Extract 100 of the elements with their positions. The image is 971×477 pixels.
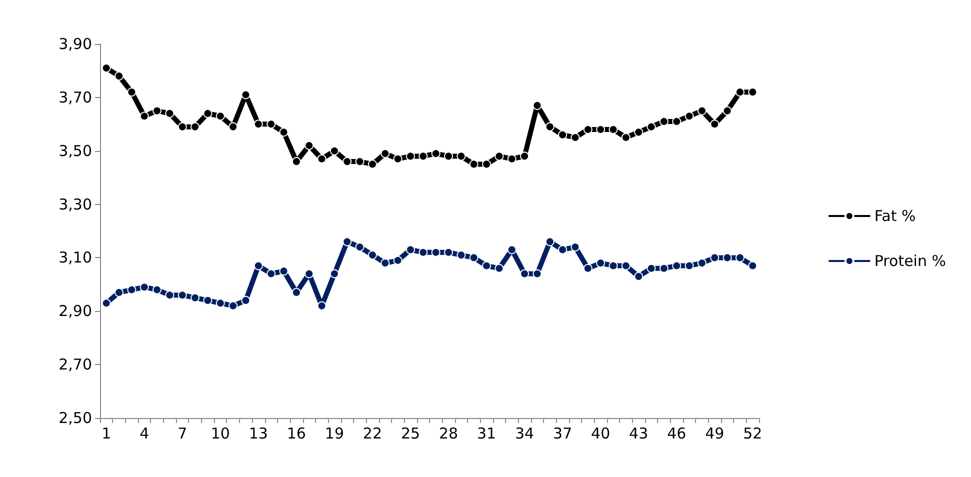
point [304, 269, 314, 278]
point [469, 253, 478, 262]
point [596, 258, 606, 268]
point [380, 258, 390, 268]
point [355, 242, 364, 252]
point [127, 88, 136, 97]
point [368, 160, 377, 169]
point [570, 242, 580, 252]
point [152, 106, 162, 116]
point [494, 264, 504, 273]
x-tick-label: 25 [400, 424, 420, 442]
point [165, 290, 174, 300]
x-tick-label: 1 [102, 424, 112, 442]
point [330, 269, 339, 278]
point [646, 122, 656, 132]
point [380, 149, 390, 158]
point [684, 261, 694, 270]
point [532, 100, 542, 110]
y-tick-label: 3,50 [58, 142, 92, 160]
point [532, 269, 542, 278]
point [330, 146, 339, 156]
x-tick-label: 7 [178, 424, 188, 442]
point [127, 285, 136, 294]
x-tick-label: 37 [553, 424, 572, 442]
x-tick-label: 28 [438, 424, 458, 442]
x-tick-label: 34 [515, 424, 534, 442]
x-tick-label: 40 [591, 424, 610, 442]
point [672, 261, 682, 270]
x-tick-label: 52 [743, 424, 762, 442]
point [748, 261, 758, 270]
point [697, 106, 706, 116]
point [178, 290, 187, 300]
point [646, 264, 656, 273]
point [697, 258, 706, 268]
point [456, 250, 466, 260]
point [393, 154, 402, 164]
point [216, 298, 225, 308]
x-tick-label: 43 [629, 424, 648, 442]
x-tick-label: 31 [476, 424, 496, 442]
point [228, 301, 238, 310]
point [406, 245, 415, 254]
point [152, 285, 162, 294]
x-tick-label: 46 [667, 424, 686, 442]
point [583, 264, 592, 273]
point [507, 245, 516, 254]
point [114, 288, 124, 297]
point [545, 237, 554, 246]
point [621, 261, 630, 270]
point [393, 256, 402, 265]
point [342, 237, 352, 246]
point [545, 122, 554, 132]
point [494, 152, 504, 161]
x-tick-label: 10 [210, 424, 230, 442]
point [608, 261, 618, 270]
point [190, 293, 200, 302]
point [684, 112, 694, 121]
point [659, 116, 668, 126]
point [482, 160, 492, 169]
point [736, 88, 744, 97]
point [444, 248, 454, 257]
point [520, 152, 530, 161]
point [710, 253, 720, 262]
point [558, 130, 568, 140]
x-tick-label: 22 [362, 424, 382, 442]
point [254, 120, 263, 129]
point [292, 288, 301, 297]
point [736, 253, 744, 262]
point [507, 154, 516, 164]
point [241, 296, 250, 305]
point [482, 261, 492, 270]
y-tick-label: 2,90 [58, 302, 92, 320]
point [317, 154, 326, 164]
point [114, 72, 124, 81]
point [304, 141, 314, 150]
x-tick-label: 4 [140, 424, 150, 442]
point [355, 157, 364, 166]
point [266, 269, 276, 278]
point [418, 248, 428, 257]
point [444, 152, 454, 161]
point [254, 261, 263, 270]
point [418, 152, 428, 161]
legend-label: Protein % [874, 252, 946, 270]
point [266, 120, 276, 129]
point [216, 112, 225, 121]
point [634, 128, 644, 137]
x-tick-label: 13 [248, 424, 268, 442]
point [456, 152, 466, 161]
y-tick-label: 3,70 [58, 88, 92, 106]
y-tick-label: 3,10 [58, 248, 92, 267]
point [279, 266, 288, 276]
point [431, 248, 440, 257]
point [748, 88, 758, 97]
point [406, 152, 415, 161]
x-tick-label: 49 [705, 424, 724, 442]
point [165, 108, 174, 118]
point [710, 120, 720, 129]
point [241, 90, 250, 100]
y-tick-label: 3,90 [58, 35, 92, 53]
point [317, 301, 326, 310]
point [140, 112, 149, 121]
